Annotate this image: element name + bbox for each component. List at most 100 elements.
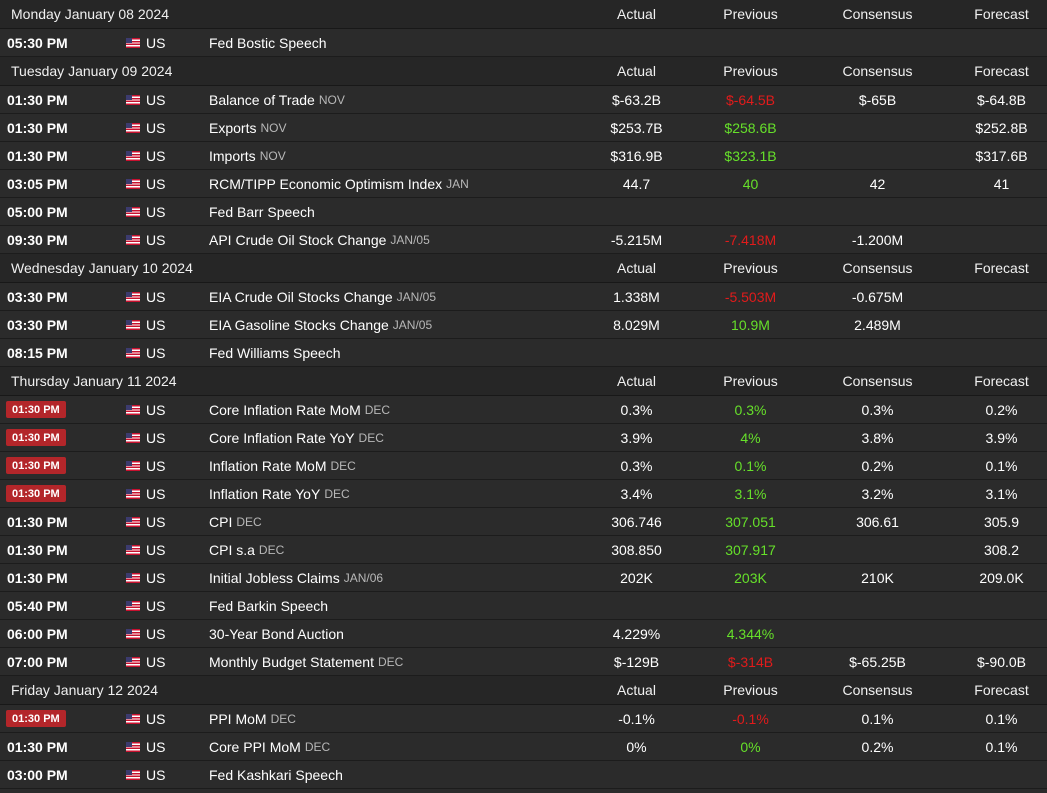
event-name[interactable]: API Crude Oil Stock Change — [209, 231, 387, 248]
actual-column-header[interactable]: Actual — [617, 6, 656, 22]
actual-value: 0.3% — [620, 457, 653, 474]
event-row[interactable]: 01:30 PM US Inflation Rate YoY DEC 3.4% 3.1% 3… — [0, 480, 1047, 508]
actual-value: 202K — [620, 569, 653, 586]
forecast-column-header[interactable]: Forecast — [974, 682, 1029, 698]
event-row[interactable]: 03:30 PM US EIA Crude Oil Stocks Change JAN… — [0, 283, 1047, 311]
event-row[interactable]: 07:00 PM US Monthly Budget Statement DEC $-1… — [0, 648, 1047, 676]
event-name-cell[interactable]: Core Inflation Rate YoY DEC — [209, 424, 384, 451]
event-row[interactable]: 01:30 PM US Exports NOV $253.7B $258.6B $252.8… — [0, 114, 1047, 142]
event-row[interactable]: 01:30 PM US PPI MoM DEC -0.1% -0.1% 0.1% 0.1% — [0, 705, 1047, 733]
consensus-column-header[interactable]: Consensus — [842, 260, 913, 276]
event-name-cell[interactable]: CPI s.a DEC — [209, 536, 284, 563]
previous-column-header[interactable]: Previous — [723, 260, 778, 276]
event-name[interactable]: Fed Williams Speech — [209, 344, 341, 361]
event-row[interactable]: 01:30 PM US Initial Jobless Claims JAN/06 20… — [0, 564, 1047, 592]
event-name-cell[interactable]: Fed Bostic Speech — [209, 29, 327, 56]
event-name-cell[interactable]: Fed Williams Speech — [209, 339, 341, 366]
event-name-cell[interactable]: Fed Kashkari Speech — [209, 761, 343, 788]
consensus-column-header[interactable]: Consensus — [842, 682, 913, 698]
event-row[interactable]: 05:30 PM US Fed Bostic Speech — [0, 29, 1047, 57]
event-name[interactable]: Fed Barr Speech — [209, 203, 315, 220]
consensus-column-header[interactable]: Consensus — [842, 6, 913, 22]
event-name-cell[interactable]: Imports NOV — [209, 142, 286, 169]
previous-value: $-314B — [727, 653, 774, 670]
event-row[interactable]: 01:30 PM US Core Inflation Rate YoY DEC 3.9%… — [0, 424, 1047, 452]
event-row[interactable]: 06:00 PM US 30-Year Bond Auction 4.229% 4.34… — [0, 620, 1047, 648]
previous-column-header[interactable]: Previous — [723, 6, 778, 22]
event-name[interactable]: Exports — [209, 119, 257, 136]
event-row[interactable]: 01:30 PM US Imports NOV $316.9B $323.1B $317.6… — [0, 142, 1047, 170]
event-name[interactable]: Monthly Budget Statement — [209, 653, 374, 670]
actual-column-header[interactable]: Actual — [617, 63, 656, 79]
event-name[interactable]: PPI MoM — [209, 710, 267, 727]
event-row[interactable]: 09:30 PM US API Crude Oil Stock Change JAN/… — [0, 226, 1047, 254]
forecast-column-header[interactable]: Forecast — [974, 373, 1029, 389]
event-name[interactable]: Core Inflation Rate MoM — [209, 401, 361, 418]
event-name[interactable]: Fed Barkin Speech — [209, 597, 329, 614]
event-row[interactable]: 03:00 PM US Fed Kashkari Speech — [0, 761, 1047, 789]
event-name[interactable]: Fed Bostic Speech — [209, 34, 327, 51]
event-name-cell[interactable]: CPI DEC — [209, 508, 262, 535]
event-name[interactable]: Inflation Rate YoY — [209, 485, 321, 502]
event-time: 01:30 PM — [7, 114, 68, 141]
previous-column-header[interactable]: Previous — [723, 373, 778, 389]
event-name[interactable]: Fed Kashkari Speech — [209, 766, 343, 783]
event-name[interactable]: Initial Jobless Claims — [209, 569, 340, 586]
event-row[interactable]: 01:30 PM US CPI s.a DEC 308.850 307.917 308.2 — [0, 536, 1047, 564]
previous-column-header[interactable]: Previous — [723, 63, 778, 79]
forecast-column-header[interactable]: Forecast — [974, 63, 1029, 79]
event-name-cell[interactable]: EIA Gasoline Stocks Change JAN/05 — [209, 311, 432, 338]
actual-column-header[interactable]: Actual — [617, 260, 656, 276]
event-name-cell[interactable]: Core PPI MoM DEC — [209, 733, 330, 760]
actual-value: $-63.2B — [611, 91, 662, 108]
event-row[interactable]: 05:00 PM US Fed Barr Speech — [0, 198, 1047, 226]
event-name[interactable]: RCM/TIPP Economic Optimism Index — [209, 175, 443, 192]
event-name-cell[interactable]: Fed Barkin Speech — [209, 592, 328, 619]
event-row[interactable]: 03:05 PM US RCM/TIPP Economic Optimism Ind… — [0, 170, 1047, 198]
event-row[interactable]: 03:30 PM US EIA Gasoline Stocks Change JAN/… — [0, 311, 1047, 339]
event-name[interactable]: EIA Gasoline Stocks Change — [209, 316, 389, 333]
event-name[interactable]: 30-Year Bond Auction — [209, 625, 344, 642]
previous-value: 203K — [734, 569, 767, 586]
event-name-cell[interactable]: 30-Year Bond Auction — [209, 620, 344, 647]
forecast-column-header[interactable]: Forecast — [974, 260, 1029, 276]
event-time: 01:30 PM — [7, 564, 68, 591]
actual-value: 3.4% — [620, 485, 653, 502]
event-name-cell[interactable]: RCM/TIPP Economic Optimism Index JAN — [209, 170, 469, 197]
event-name-cell[interactable]: Initial Jobless Claims JAN/06 — [209, 564, 383, 591]
event-row[interactable]: 08:15 PM US Fed Williams Speech — [0, 339, 1047, 367]
consensus-column-header[interactable]: Consensus — [842, 373, 913, 389]
event-name[interactable]: CPI — [209, 513, 233, 530]
event-name-cell[interactable]: Monthly Budget Statement DEC — [209, 648, 403, 675]
event-name-cell[interactable]: Inflation Rate YoY DEC — [209, 480, 350, 507]
event-name[interactable]: EIA Crude Oil Stocks Change — [209, 288, 393, 305]
event-name[interactable]: CPI s.a — [209, 541, 255, 558]
event-name-cell[interactable]: API Crude Oil Stock Change JAN/05 — [209, 226, 430, 253]
event-name[interactable]: Core Inflation Rate YoY — [209, 429, 355, 446]
event-name[interactable]: Imports — [209, 147, 256, 164]
event-name[interactable]: Inflation Rate MoM — [209, 457, 327, 474]
previous-column-header[interactable]: Previous — [723, 682, 778, 698]
actual-column-header[interactable]: Actual — [617, 373, 656, 389]
event-row[interactable]: 01:30 PM US Inflation Rate MoM DEC 0.3% 0.1% 0… — [0, 452, 1047, 480]
event-name-cell[interactable]: Fed Barr Speech — [209, 198, 315, 225]
forecast-column-header[interactable]: Forecast — [974, 6, 1029, 22]
event-name-cell[interactable]: Core Inflation Rate MoM DEC — [209, 396, 390, 423]
event-name-cell[interactable]: EIA Crude Oil Stocks Change JAN/05 — [209, 283, 436, 310]
time-label: 05:30 PM — [7, 34, 68, 51]
event-name-cell[interactable]: PPI MoM DEC — [209, 705, 296, 732]
event-row[interactable]: 01:30 PM US CPI DEC 306.746 307.051 306.61 305.… — [0, 508, 1047, 536]
event-name[interactable]: Core PPI MoM — [209, 738, 301, 755]
event-time: 01:30 PM — [6, 396, 66, 423]
event-name-cell[interactable]: Exports NOV — [209, 114, 286, 141]
event-name-cell[interactable]: Inflation Rate MoM DEC — [209, 452, 356, 479]
event-row[interactable]: 05:40 PM US Fed Barkin Speech — [0, 592, 1047, 620]
consensus-column-header[interactable]: Consensus — [842, 63, 913, 79]
event-name-cell[interactable]: Balance of Trade NOV — [209, 86, 345, 113]
event-row[interactable]: 01:30 PM US Core PPI MoM DEC 0% 0% 0.2% 0.1% — [0, 733, 1047, 761]
event-row[interactable]: 01:30 PM US Balance of Trade NOV $-63.2B $-64… — [0, 86, 1047, 114]
event-name[interactable]: Balance of Trade — [209, 91, 315, 108]
forecast-value: 209.0K — [979, 569, 1024, 586]
actual-column-header[interactable]: Actual — [617, 682, 656, 698]
event-row[interactable]: 01:30 PM US Core Inflation Rate MoM DEC 0.3%… — [0, 396, 1047, 424]
